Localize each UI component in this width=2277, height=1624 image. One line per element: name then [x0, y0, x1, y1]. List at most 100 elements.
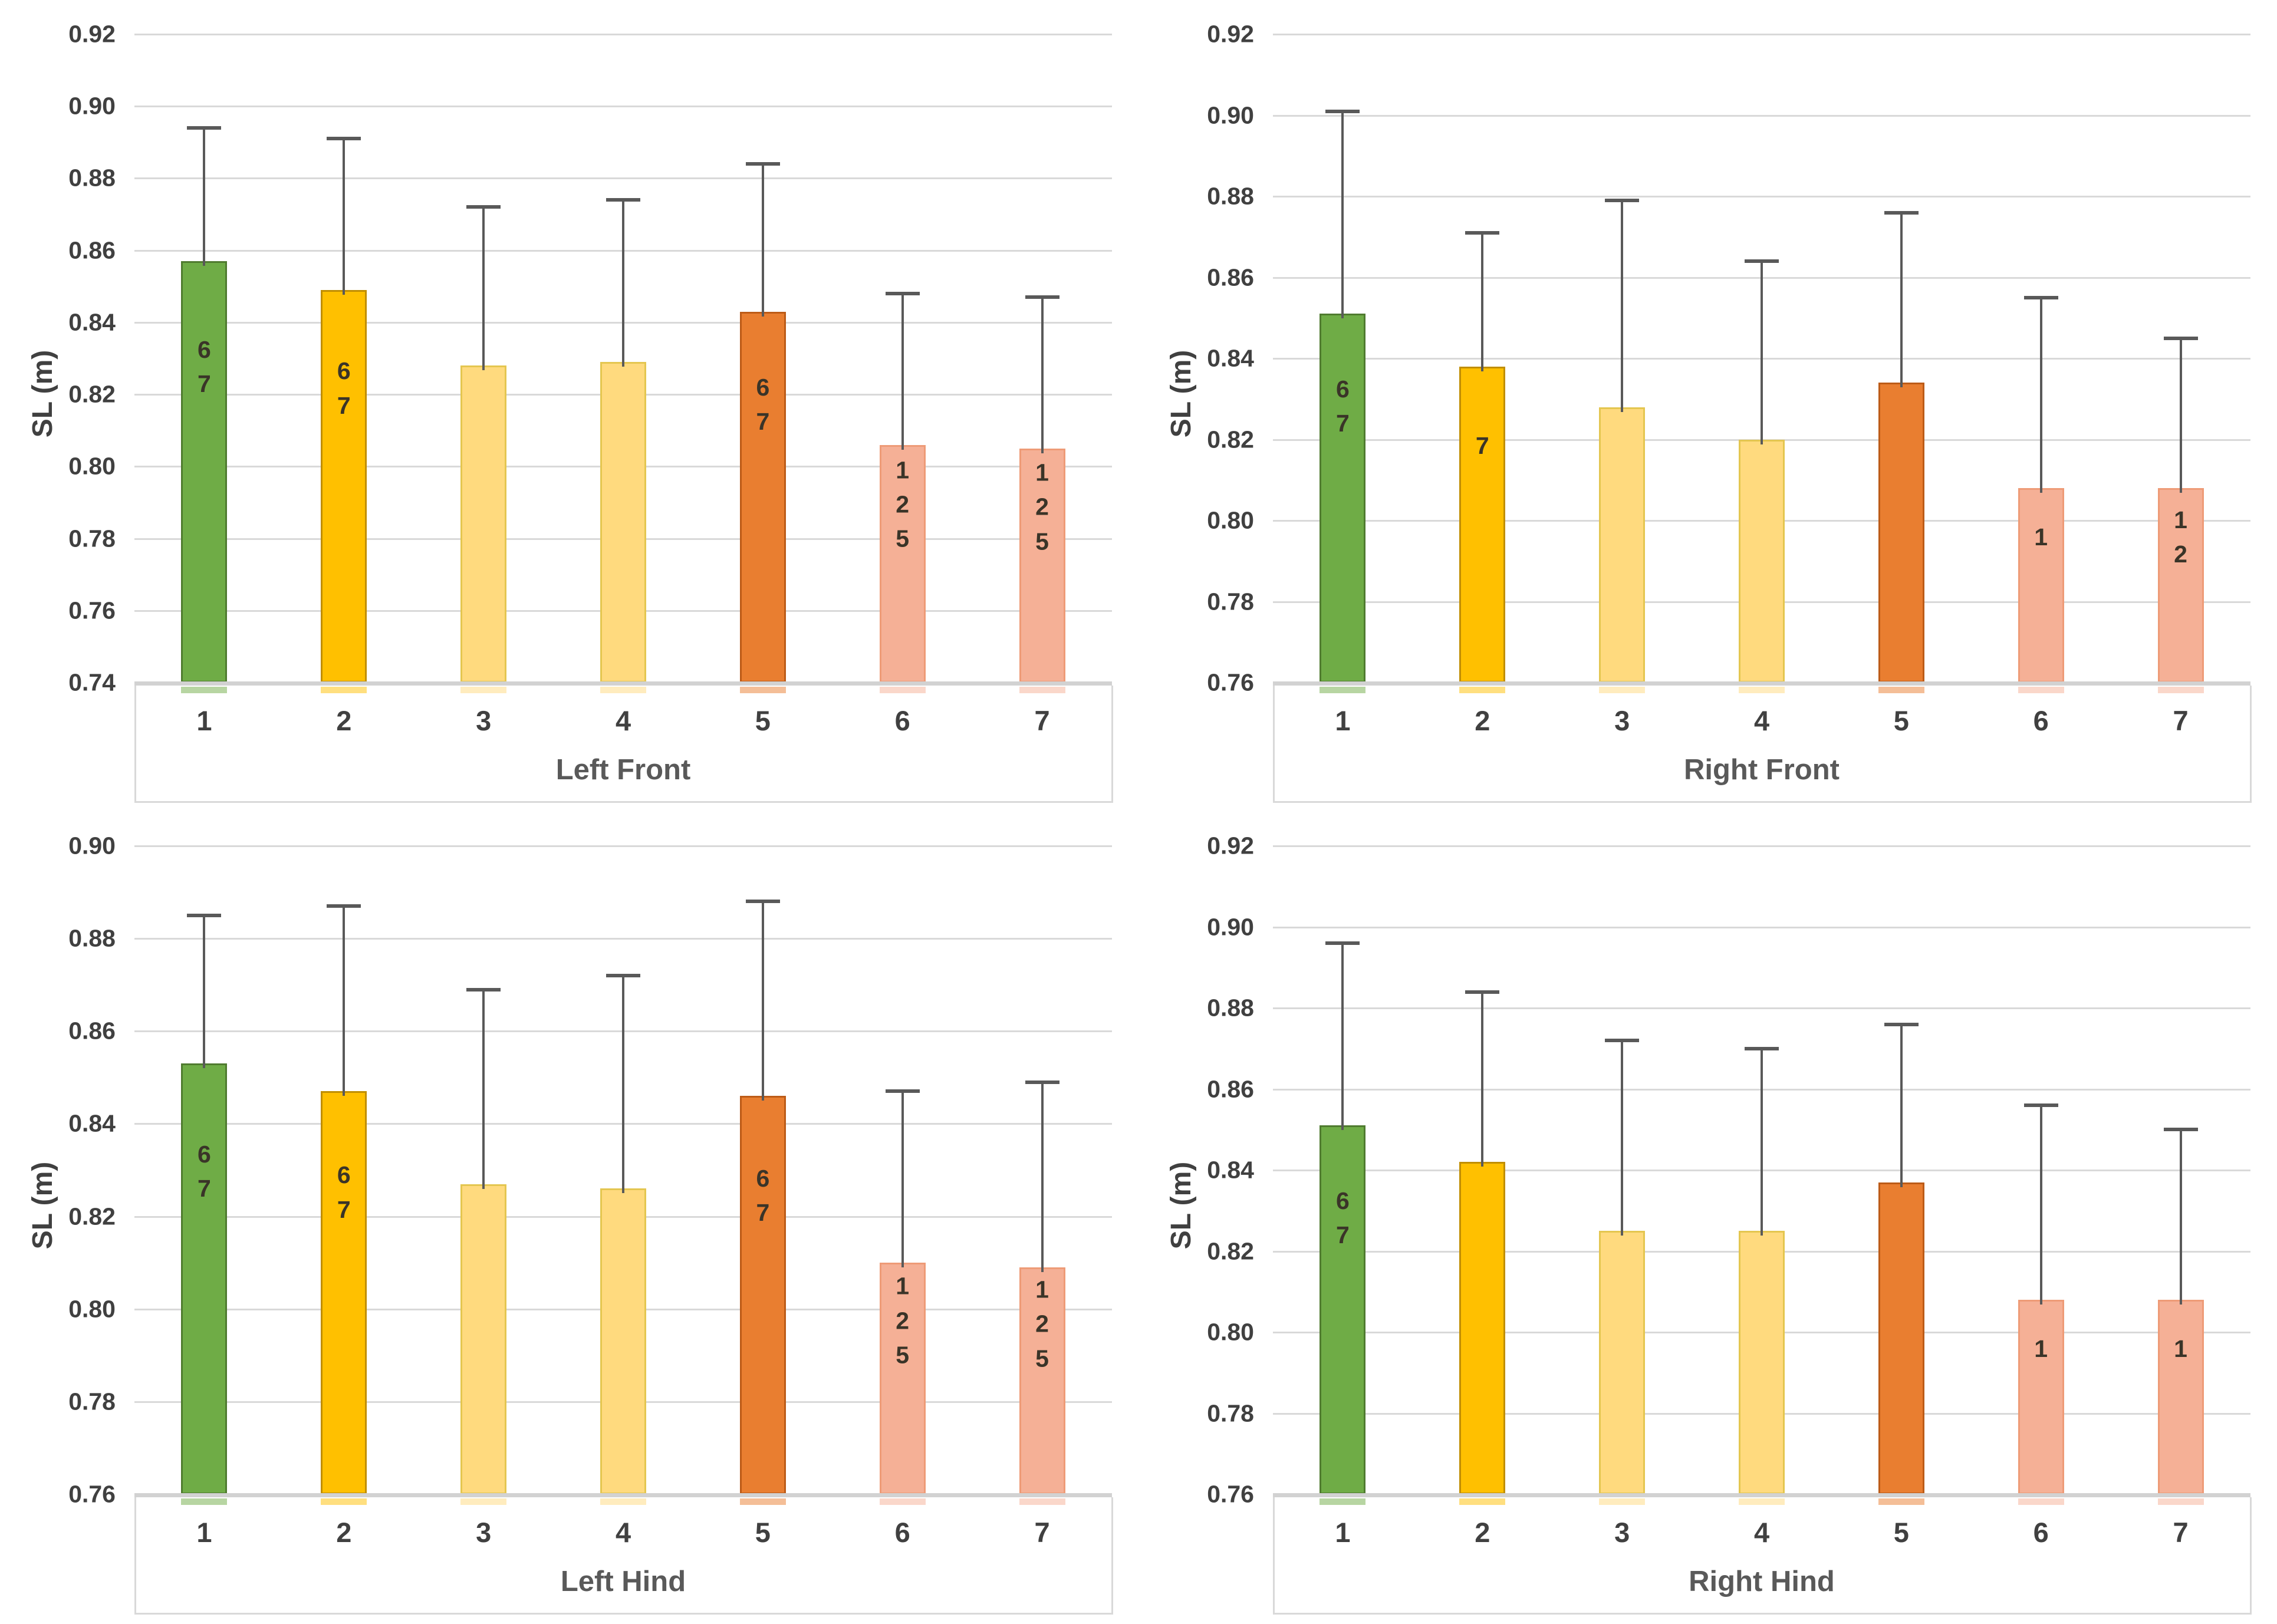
error-bar-cap [1465, 990, 1500, 994]
error-bar [901, 294, 904, 450]
y-axis-tick-label: 0.90 [68, 832, 116, 859]
y-axis-tick-label: 0.90 [1207, 913, 1254, 940]
chart-title: Left Front [555, 754, 691, 786]
gridline [134, 106, 1112, 108]
x-axis-category-label: 7 [1034, 1517, 1050, 1548]
y-axis-tick-label: 0.86 [68, 1017, 116, 1045]
chart-panel-left-hind: SL (m) 0.90 0.88 0.86 0.84 0.82 0.80 0.78 0.76 6 7… [0, 812, 1138, 1623]
x-axis-box [134, 686, 1113, 803]
x-axis-category-label: 2 [1475, 1517, 1490, 1548]
bar-foot [1739, 1498, 1785, 1505]
bar [739, 1096, 786, 1494]
bar-foot [1739, 687, 1785, 693]
error-bar-cap [606, 198, 640, 202]
x-axis-category-label: 2 [1475, 705, 1490, 736]
bar [600, 1188, 646, 1494]
bar-foot [879, 687, 926, 693]
y-axis-tick-label: 0.76 [1207, 1480, 1254, 1508]
error-bar-cap [1605, 198, 1640, 202]
y-axis-tick-label: 0.78 [68, 525, 116, 552]
bar [1739, 1231, 1785, 1494]
x-axis-category-label: 3 [476, 1517, 492, 1548]
error-bar-cap [1325, 109, 1360, 113]
x-axis-category-label: 5 [755, 1517, 771, 1548]
error-bar-cap [1884, 210, 1919, 215]
bar-foot [1019, 1498, 1065, 1505]
y-axis-tick-label: 0.82 [1207, 426, 1254, 453]
gridline [134, 34, 1112, 35]
error-bar [482, 207, 485, 371]
bar [321, 1091, 367, 1494]
error-bar [622, 200, 624, 367]
x-axis-category-row: 1 2 3 4 5 6 7 [134, 1516, 1112, 1557]
y-axis-tick-label: 0.76 [68, 1480, 116, 1508]
bar-foot [1878, 687, 1924, 693]
x-axis-category-label: 5 [755, 705, 771, 736]
bar-foot [2157, 687, 2204, 693]
x-axis-category-label: 3 [1614, 1517, 1630, 1548]
x-axis-line [1273, 1493, 2250, 1497]
error-bar-cap [885, 1089, 920, 1093]
y-axis-tick-label: 0.88 [1207, 994, 1254, 1022]
error-bar-cap [327, 904, 361, 908]
y-axis-tick-label: 0.86 [1207, 263, 1254, 291]
error-bar [1041, 297, 1044, 453]
y-axis-tick-label: 0.76 [68, 597, 116, 624]
bar [1599, 407, 1646, 683]
error-bar [761, 901, 764, 1101]
bar-foot [600, 1498, 646, 1505]
y-axis-tick-label: 0.90 [68, 92, 116, 120]
error-bar-cap [606, 974, 640, 977]
y-axis-tick-label: 0.78 [1207, 1399, 1254, 1427]
error-bar-cap [1025, 1080, 1059, 1084]
bar [2157, 1300, 2204, 1494]
bar-foot [1320, 1498, 1366, 1505]
error-bar [2179, 338, 2182, 493]
error-bar [482, 989, 485, 1189]
bar [1320, 314, 1366, 683]
x-axis-category-label: 3 [476, 705, 492, 736]
x-axis-category-label: 7 [2173, 1517, 2189, 1548]
y-axis-tick-label: 0.90 [1207, 101, 1254, 129]
error-bar [761, 164, 764, 317]
bar-label: 1 [2034, 1335, 2048, 1362]
error-bar-cap [2163, 1128, 2198, 1132]
chart-title: Right Hind [1689, 1566, 1835, 1597]
bar-foot [2018, 1498, 2064, 1505]
x-axis-category-label: 4 [1753, 705, 1770, 736]
bar [1739, 439, 1785, 683]
bar [739, 311, 786, 683]
gridline [1273, 114, 2250, 117]
error-bar [1621, 200, 1624, 412]
gridline [1273, 926, 2250, 928]
bar-foot [1459, 1498, 1506, 1505]
y-axis-tick-label: 0.84 [1207, 344, 1254, 372]
x-axis-line [134, 681, 1112, 686]
error-bar-cap [2163, 336, 2198, 340]
bar-foot [460, 687, 507, 693]
bar [2018, 488, 2064, 683]
x-axis-category-row: 1 2 3 4 5 6 7 [1273, 1516, 2250, 1557]
bar [1320, 1125, 1366, 1494]
y-axis-tick-label: 0.86 [1207, 1075, 1254, 1102]
bar [1878, 383, 1924, 683]
error-bar-cap [1745, 259, 1779, 263]
bar-foot [1019, 687, 1065, 693]
y-axis-tick-label: 0.82 [68, 1203, 116, 1230]
error-bar [1481, 232, 1484, 371]
x-axis-category-label: 4 [1753, 1517, 1770, 1548]
error-bar [2179, 1129, 2182, 1305]
x-axis-category-label: 6 [2033, 1517, 2049, 1548]
error-bar [1041, 1082, 1044, 1272]
x-axis-category-label: 2 [336, 705, 352, 736]
bar [879, 444, 926, 683]
bar-label: 1 [2174, 1335, 2187, 1362]
error-bar-cap [2023, 295, 2058, 299]
y-axis-tick-label: 0.80 [68, 1295, 116, 1323]
gridline [134, 177, 1112, 180]
